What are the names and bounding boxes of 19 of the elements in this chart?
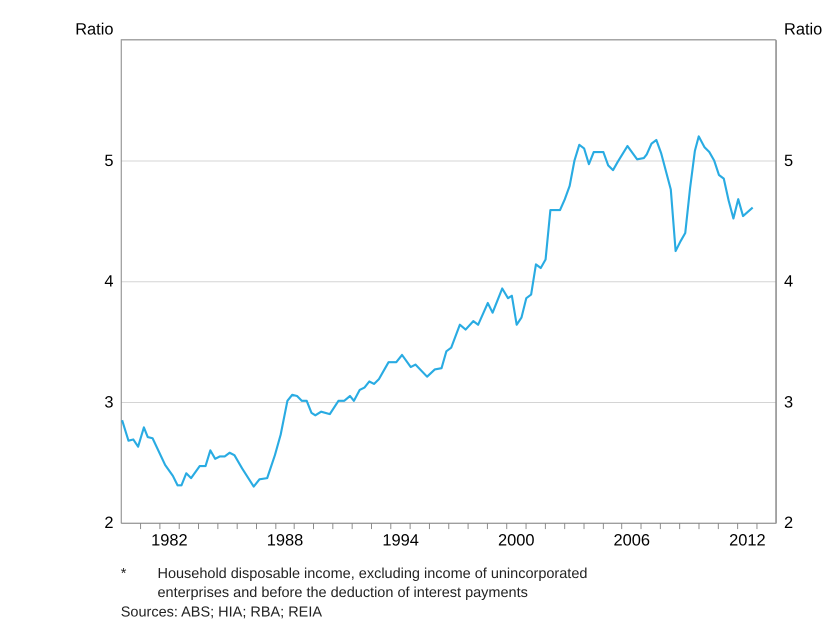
source-note: Sources: ABS; HIA; RBA; REIA bbox=[120, 604, 322, 621]
line-series bbox=[121, 135, 754, 488]
x-tick-label: 1982 bbox=[151, 532, 188, 550]
y-tick-label: 5 bbox=[104, 152, 114, 170]
y2-tick-label: 2 bbox=[784, 514, 794, 532]
y-tick-label: 4 bbox=[104, 272, 114, 291]
text: * Household disposable income, excluding income of unincorporated enterprises and before the deduction of interest payments bbox=[120, 566, 588, 602]
y-axis-title: Ratio bbox=[75, 20, 114, 38]
y2-tick-label: 3 bbox=[784, 393, 794, 412]
x-tick-label: 1988 bbox=[266, 532, 304, 550]
x-tick-label: 1994 bbox=[382, 532, 419, 550]
x-tick-label: 2012 bbox=[729, 532, 766, 550]
y2-tick-label: 4 bbox=[784, 272, 794, 291]
y-tick-label: 2 bbox=[104, 514, 114, 532]
y2-axis-title: Ratio bbox=[784, 20, 822, 38]
y-tick-label: 3 bbox=[104, 393, 114, 412]
y2-tick-label: 5 bbox=[784, 152, 794, 170]
x-tick-label: 2006 bbox=[614, 532, 650, 550]
x-tick-label: 2000 bbox=[498, 532, 534, 550]
